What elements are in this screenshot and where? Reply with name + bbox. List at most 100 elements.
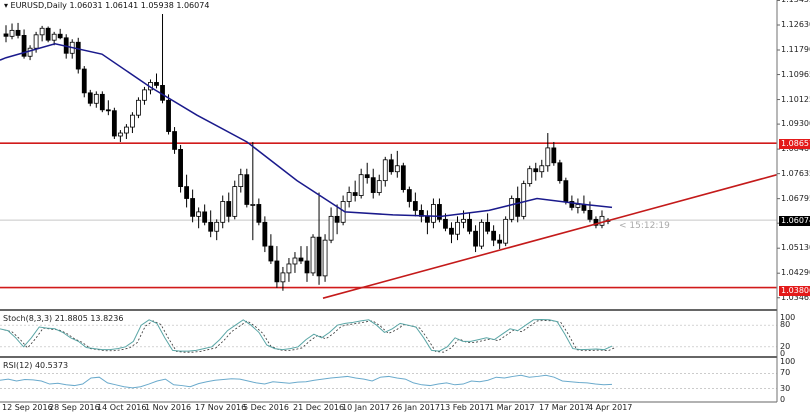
time-tick-label: 14 Oct 2016 [97, 403, 147, 412]
stoch-level-label: 20 [780, 341, 791, 351]
support-price-tag: 1.03806 [779, 286, 810, 296]
bull-candle [232, 186, 238, 217]
bull-candle [539, 165, 545, 173]
support-trendline [322, 173, 778, 299]
bull-candle [124, 126, 129, 134]
stoch-level-label: 100 [780, 313, 796, 322]
bull-candle [93, 93, 99, 104]
bull-candle [376, 180, 382, 193]
time-tick-label: 26 Jan 2017 [392, 403, 440, 412]
bear-candle [45, 27, 51, 41]
stoch-level-label: 80 [780, 320, 791, 330]
time-tick-label: 1 Nov 2016 [145, 403, 192, 412]
bull-candle [461, 218, 466, 223]
moving-average-line [0, 42, 613, 218]
bear-candle [533, 168, 539, 173]
bear-candle [256, 204, 262, 223]
bull-candle [382, 159, 388, 182]
time-tick-label: 21 Dec 2016 [293, 403, 345, 412]
bear-candle [184, 186, 190, 199]
bear-candle [557, 162, 563, 182]
bull-candle [545, 147, 551, 167]
price-tick-label: 1.06795 [781, 193, 810, 203]
bear-candle [208, 221, 214, 232]
bear-candle [449, 227, 454, 235]
bear-candle [316, 236, 322, 277]
stoch-level-label: 0 [780, 349, 786, 358]
bear-candle [364, 174, 370, 179]
rsi-level-label: 70 [780, 368, 791, 378]
bear-candle [87, 92, 93, 104]
bar-countdown: < 15:12:19 [619, 221, 670, 231]
bull-candle [51, 33, 57, 41]
bear-candle [467, 218, 472, 232]
bear-candle [352, 192, 358, 196]
bull-candle [394, 165, 400, 173]
bear-candle [473, 230, 478, 247]
price-tick-label: 1.11790 [781, 44, 810, 54]
bear-candle [244, 174, 250, 205]
price-tick-label: 1.05130 [781, 243, 810, 253]
bear-candle [75, 41, 81, 70]
price-tick-label: 1.04290 [781, 268, 810, 278]
bear-candle [424, 215, 430, 223]
bull-candle [503, 218, 509, 244]
bear-candle [563, 180, 569, 202]
time-tick-label: 17 Mar 2017 [539, 403, 590, 412]
bear-candle [497, 239, 503, 244]
bull-candle [328, 215, 334, 241]
bear-candle [15, 29, 21, 36]
stoch-label: Stoch(8,3,3) 21.8805 13.8236 [3, 314, 124, 323]
bear-candle [81, 68, 87, 94]
bull-candle [310, 236, 316, 274]
price-tick-label: 1.07635 [781, 168, 810, 178]
bear-candle [274, 260, 280, 283]
bull-candle [27, 47, 33, 57]
rsi-line [0, 374, 613, 389]
bear-candle [569, 201, 575, 208]
bear-candle [491, 230, 497, 241]
bear-candle [298, 257, 304, 262]
bear-candle [202, 211, 208, 223]
stoch-main-line [0, 318, 613, 352]
bull-candle [280, 272, 286, 283]
price-plot[interactable] [0, 13, 778, 299]
time-tick-label: 17 Nov 2016 [195, 403, 247, 412]
price-tick-label: 1.09300 [781, 119, 810, 129]
bear-candle [262, 221, 268, 247]
bull-candle [527, 168, 533, 185]
price-tick-label: 1.13455 [781, 0, 810, 4]
bear-candle [154, 82, 159, 86]
bear-candle [268, 245, 274, 262]
bear-candle [226, 201, 232, 217]
bull-candle [346, 192, 352, 202]
bear-candle [190, 198, 196, 217]
time-tick-label: 12 Sep 2016 [2, 403, 53, 412]
bull-candle [214, 221, 220, 232]
bull-candle [358, 174, 364, 196]
bull-candle [220, 201, 226, 223]
price-tick-label: 1.12630 [781, 20, 810, 29]
bull-candle [479, 221, 484, 247]
rsi-panel[interactable] [0, 373, 777, 389]
bear-candle [111, 110, 117, 137]
bull-candle [33, 34, 39, 49]
bull-candle [599, 215, 605, 226]
bear-candle [57, 33, 63, 39]
time-tick-label: 10 Jan 2017 [342, 403, 390, 412]
bull-candle [521, 183, 527, 217]
bear-candle [587, 210, 593, 220]
rsi-label: RSI(12) 40.5373 [3, 361, 69, 370]
bear-candle [99, 93, 105, 111]
bear-candle [412, 201, 418, 211]
bull-candle [431, 204, 436, 223]
current-price-tag: 1.06074 [779, 216, 810, 226]
bear-candle [178, 148, 183, 187]
bear-candle [400, 165, 406, 190]
time-tick-label: 5 Dec 2016 [243, 403, 290, 412]
rsi-level-label: 30 [780, 383, 791, 393]
bear-candle [593, 218, 599, 226]
stochastic-panel[interactable] [0, 318, 777, 353]
rsi-level-label: 0 [780, 395, 786, 404]
